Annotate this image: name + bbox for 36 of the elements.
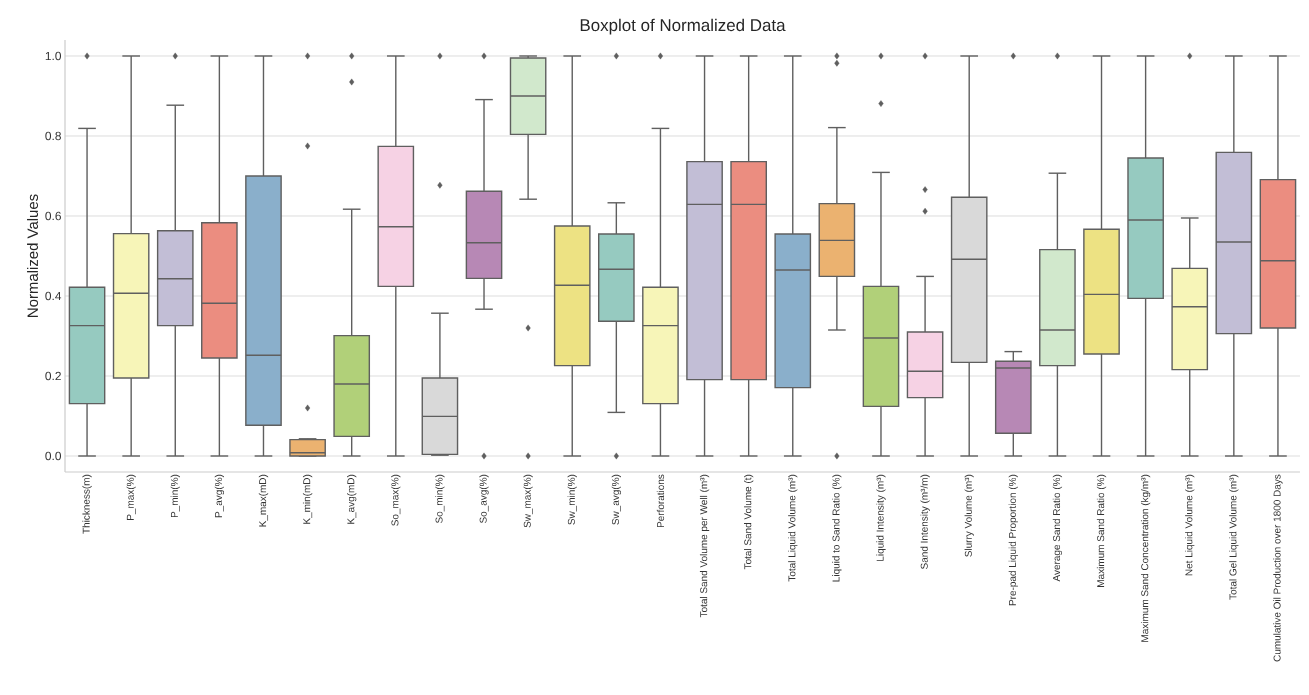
x-tick-label: Sw_min(%) bbox=[567, 474, 577, 525]
x-tick-label: Slurry Volume (m³) bbox=[964, 474, 974, 557]
x-tick-label: Maximum Sand Concentration (kg/m³) bbox=[1140, 474, 1151, 642]
x-tick-label: So_min(%) bbox=[435, 474, 445, 524]
y-tick-label: 0.6 bbox=[45, 211, 61, 221]
x-tick-label: K_max(mD) bbox=[258, 474, 269, 527]
x-tick-label: K_avg(mD) bbox=[347, 474, 357, 524]
x-tick-label: Pre-pad Liquid Proportion (%) bbox=[1008, 474, 1018, 606]
y-axis-title: Normalized Values bbox=[27, 194, 39, 317]
x-tick-label: So_avg(%) bbox=[479, 474, 489, 524]
x-tick-label: Sw_avg(%) bbox=[611, 474, 621, 525]
y-tick-label: 0.4 bbox=[45, 291, 62, 301]
x-tick-label: Liquid Intensity (m³) bbox=[876, 474, 886, 561]
x-tick-label: Sand Intensity (m³/m) bbox=[920, 474, 930, 569]
x-tick-label: Total Sand Volume per Well (m³) bbox=[699, 474, 710, 618]
x-tick-label: K_min(mD) bbox=[302, 474, 313, 524]
x-tick-label: Thickness(m) bbox=[82, 474, 92, 534]
x-tick-label: Total Liquid Volume (m³) bbox=[788, 474, 798, 582]
y-tick-label: 0.2 bbox=[45, 371, 61, 381]
x-tick-label: Total Sand Volume (t) bbox=[744, 474, 754, 570]
x-tick-label: So_max(%) bbox=[391, 474, 401, 526]
chart-title: Boxplot of Normalized Data bbox=[580, 18, 786, 35]
x-tick-label: Sw_max(%) bbox=[523, 474, 533, 528]
y-tick-label: 0.0 bbox=[45, 451, 62, 461]
y-tick-label: 0.8 bbox=[45, 131, 61, 141]
x-tick-label: P_min(%) bbox=[170, 474, 180, 518]
x-tick-label: Perforations bbox=[656, 474, 665, 528]
x-tick-label: P_avg(%) bbox=[214, 474, 225, 518]
x-tick-label: Maximum Sand Ratio (%) bbox=[1096, 474, 1107, 587]
x-tick-label: Net Liquid Volume (m³) bbox=[1185, 474, 1195, 576]
x-tick-label: Average Sand Ratio (%) bbox=[1052, 474, 1063, 582]
x-tick-label: P_max(%) bbox=[126, 474, 136, 520]
x-tick-label: Cumulative Oil Production over 1800 Days bbox=[1273, 474, 1283, 662]
x-tick-label: Liquid to Sand Ratio (%) bbox=[832, 474, 842, 582]
x-tick-label: Total Gel Liquid Volume (m³) bbox=[1229, 474, 1239, 600]
y-tick-label: 1.0 bbox=[45, 51, 62, 61]
